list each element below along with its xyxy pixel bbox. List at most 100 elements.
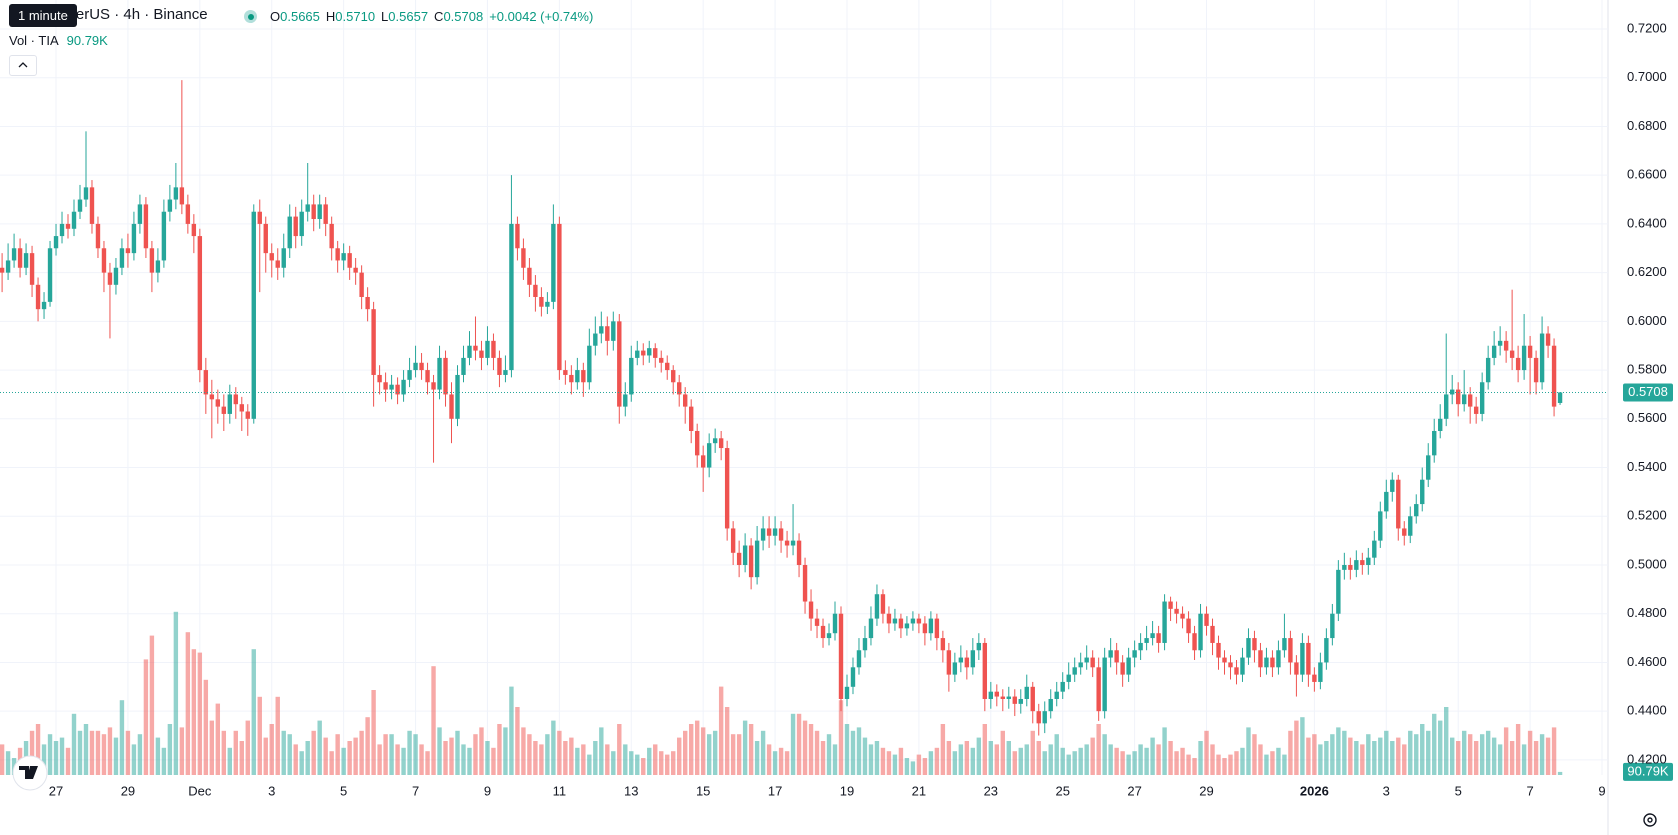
volume-bar xyxy=(826,734,832,775)
candle-body xyxy=(1348,564,1353,570)
candle-body xyxy=(946,650,952,675)
candle-body xyxy=(1114,650,1119,663)
candle-body xyxy=(449,394,454,419)
y-tick-label: 0.7000 xyxy=(1627,69,1667,84)
candle-body xyxy=(77,199,83,212)
volume-bar xyxy=(239,741,244,775)
volume-bar xyxy=(641,758,646,775)
candle-body xyxy=(1252,638,1257,651)
candle-body xyxy=(1294,662,1299,675)
candle-body xyxy=(1485,357,1491,383)
volume-bar xyxy=(1066,754,1071,775)
candle-body xyxy=(677,382,682,395)
candle-body xyxy=(1084,657,1089,663)
candle-body xyxy=(635,350,640,358)
candle-body xyxy=(712,438,718,444)
volume-bar xyxy=(1222,758,1227,775)
volume-bar xyxy=(449,737,454,775)
candle-body xyxy=(1533,357,1539,383)
volume-bar xyxy=(1006,741,1011,775)
volume-bar xyxy=(880,747,886,775)
volume-bar xyxy=(1258,744,1263,775)
volume-bar xyxy=(1557,771,1563,775)
candle-body xyxy=(898,618,904,629)
volume-bar xyxy=(197,652,203,775)
volume-bar xyxy=(251,649,256,775)
ohlc-legend: O0.5665 H0.5710 L0.5657 C0.5708 +0.0042 (+0.… xyxy=(270,9,599,24)
volume-bar xyxy=(233,730,238,775)
volume-bar xyxy=(137,734,143,775)
settings-icon[interactable] xyxy=(1643,813,1657,827)
candle-body xyxy=(1012,696,1017,704)
candle-body xyxy=(1060,681,1065,692)
candle-body xyxy=(143,204,149,249)
volume-bar xyxy=(1432,713,1437,775)
volume-bar xyxy=(844,724,850,775)
candle-body xyxy=(587,345,592,383)
volume-bar xyxy=(808,724,814,775)
candle-body xyxy=(784,540,790,546)
candle-body xyxy=(772,528,778,536)
candle-body xyxy=(1360,560,1365,565)
candle-body xyxy=(467,345,472,358)
candle-body xyxy=(754,540,760,578)
y-tick-label: 0.4800 xyxy=(1627,605,1667,620)
volume-bar xyxy=(1390,741,1395,775)
volume-bar xyxy=(1288,730,1293,775)
volume-bar xyxy=(89,730,95,775)
volume-bar xyxy=(179,727,185,775)
x-tick-label: 5 xyxy=(340,783,347,798)
volume-bar xyxy=(1330,734,1335,775)
candle-body xyxy=(1120,662,1125,675)
volume-bar xyxy=(862,737,868,775)
volume-bar xyxy=(245,720,250,775)
volume-bar xyxy=(1156,744,1161,775)
candle-body xyxy=(275,260,280,268)
candle-body xyxy=(533,284,538,297)
candle-body xyxy=(545,301,550,307)
candle-body xyxy=(155,260,161,273)
candle-body xyxy=(257,211,262,224)
volume-bar xyxy=(1551,727,1557,775)
candle-body xyxy=(629,357,634,395)
volume-bar xyxy=(1491,737,1497,775)
y-tick-label: 0.7200 xyxy=(1627,20,1667,35)
candle-body xyxy=(431,382,436,390)
x-tick-label: 29 xyxy=(121,783,135,798)
volume-bar xyxy=(1120,751,1125,775)
volume-bar xyxy=(898,747,904,775)
market-status xyxy=(244,10,257,23)
candle-body xyxy=(509,223,514,371)
volume-bar xyxy=(191,649,197,775)
volume-bar xyxy=(539,744,544,775)
volume-bar xyxy=(1318,744,1323,775)
candle-body xyxy=(47,248,53,302)
candle-body xyxy=(1048,698,1053,712)
volume-bar xyxy=(479,727,484,775)
candle-body xyxy=(982,642,988,699)
candle-body xyxy=(1042,711,1047,724)
y-tick-label: 0.6400 xyxy=(1627,215,1667,230)
volume-bar xyxy=(1438,720,1443,775)
candle-body xyxy=(880,594,886,614)
candle-body xyxy=(1455,389,1461,405)
y-tick-label: 0.4400 xyxy=(1627,703,1667,718)
candle-body xyxy=(1264,657,1269,668)
candle-body xyxy=(281,248,286,268)
candle-body xyxy=(491,340,496,358)
volume-bar xyxy=(1234,751,1239,775)
candle-body xyxy=(892,618,898,624)
candle-body xyxy=(1246,638,1251,658)
volume-bar xyxy=(515,707,520,775)
candle-body xyxy=(832,613,838,634)
volume-bar xyxy=(383,734,388,775)
candle-body xyxy=(1300,642,1305,675)
candle-body xyxy=(1402,528,1407,536)
candle-body xyxy=(329,223,334,249)
y-tick-label: 0.5400 xyxy=(1627,459,1667,474)
candle-body xyxy=(623,394,628,407)
volume-bar xyxy=(796,713,802,775)
candle-body xyxy=(389,384,394,390)
collapse-button[interactable] xyxy=(9,55,37,76)
